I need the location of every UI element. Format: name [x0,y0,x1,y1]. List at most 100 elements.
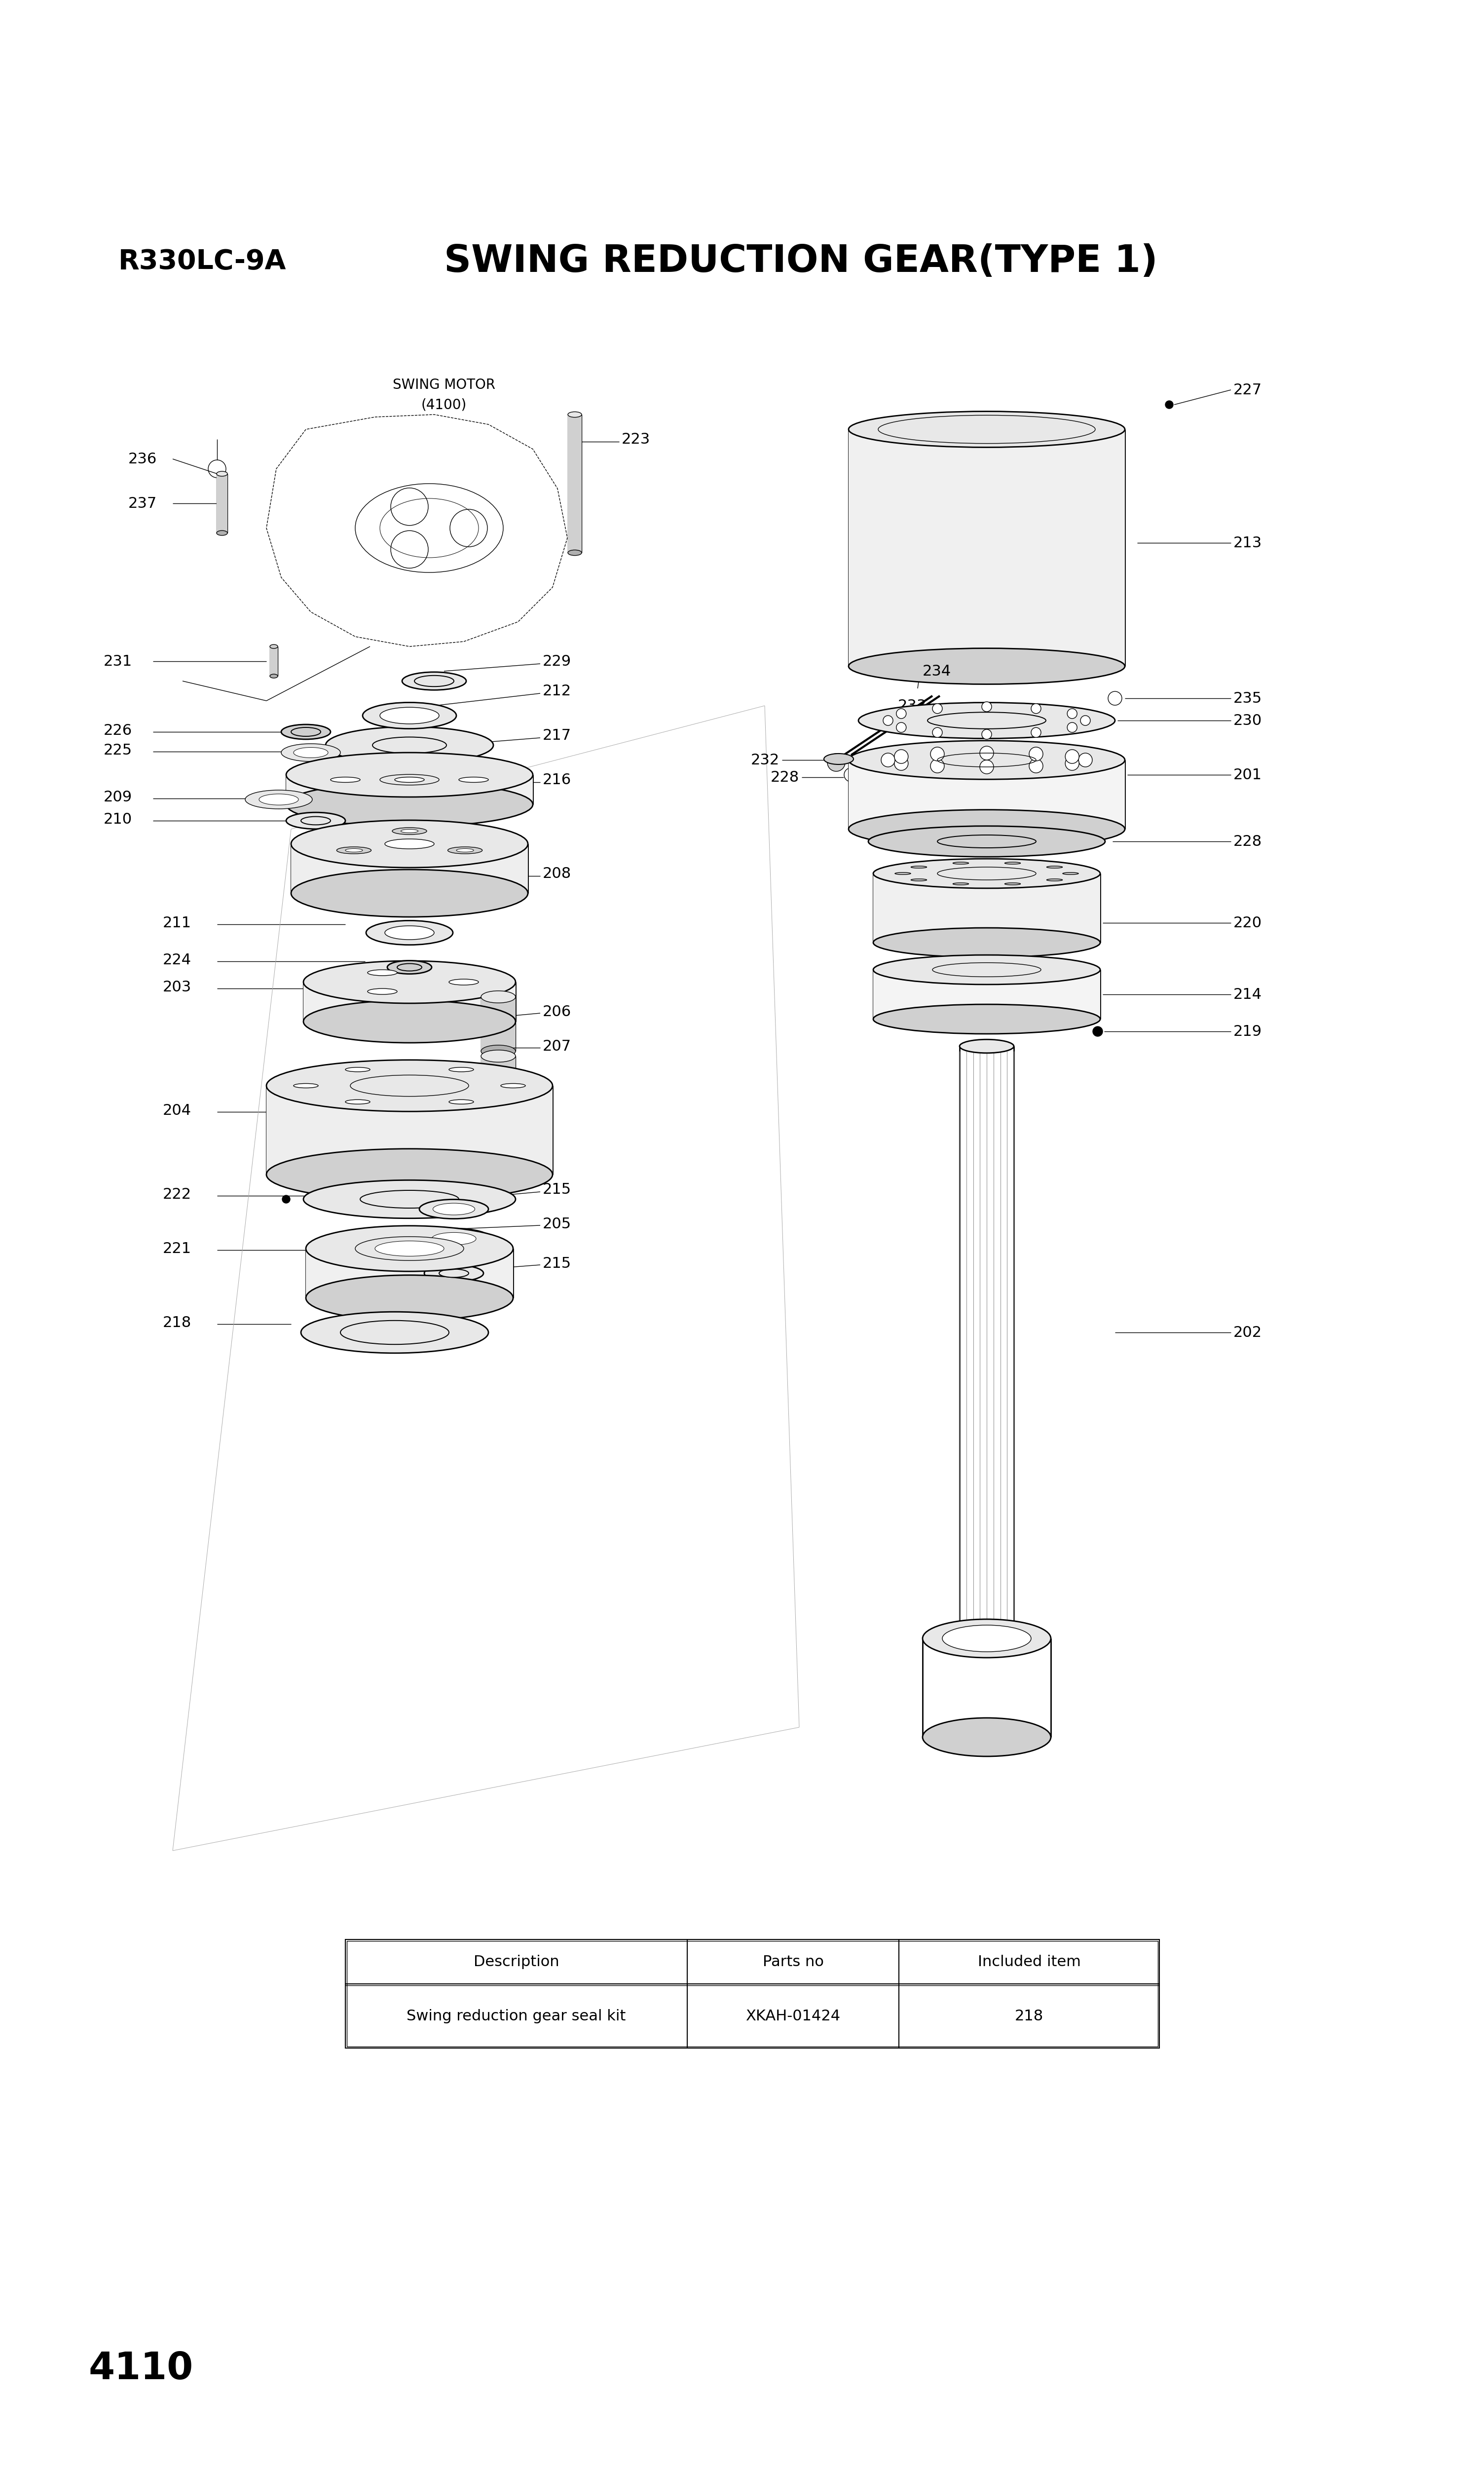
Ellipse shape [398,963,421,970]
Ellipse shape [450,1099,473,1104]
Ellipse shape [402,672,466,689]
Ellipse shape [217,531,227,536]
Ellipse shape [294,748,328,758]
Text: 225: 225 [104,743,132,758]
Circle shape [282,1195,289,1202]
Ellipse shape [873,1005,1100,1035]
Polygon shape [267,1086,552,1175]
Ellipse shape [291,820,528,867]
Polygon shape [270,647,278,677]
Ellipse shape [417,1230,491,1249]
Circle shape [896,709,907,718]
Text: 234: 234 [923,664,951,679]
Ellipse shape [849,741,1125,780]
Text: 206: 206 [543,1005,571,1020]
Text: 218: 218 [163,1316,191,1331]
Circle shape [896,723,907,733]
Ellipse shape [260,795,298,805]
Text: 228: 228 [770,770,800,785]
Text: 229: 229 [543,654,571,669]
Ellipse shape [346,1067,370,1072]
Text: 208: 208 [543,867,571,881]
Text: 236: 236 [128,452,157,467]
Text: 231: 231 [104,654,132,669]
Ellipse shape [873,928,1100,958]
Ellipse shape [873,859,1100,889]
Circle shape [1067,723,1077,733]
Ellipse shape [960,1039,1014,1052]
Text: 201: 201 [1233,768,1261,783]
Ellipse shape [868,827,1106,857]
Ellipse shape [873,956,1100,985]
Text: 215: 215 [543,1183,571,1197]
Text: 221: 221 [163,1242,191,1257]
Ellipse shape [568,551,582,556]
Ellipse shape [928,711,1046,728]
Ellipse shape [500,1084,525,1089]
Bar [346,1941,1159,2049]
Circle shape [932,704,942,714]
Ellipse shape [481,1049,515,1062]
Ellipse shape [346,849,362,852]
Polygon shape [291,844,528,894]
Ellipse shape [267,1059,552,1111]
Ellipse shape [392,827,427,835]
Polygon shape [306,1249,513,1299]
Polygon shape [286,775,533,805]
Text: 232: 232 [751,753,779,768]
Circle shape [844,768,858,783]
Circle shape [982,728,991,738]
Ellipse shape [346,1099,370,1104]
Ellipse shape [481,990,515,1002]
Ellipse shape [923,1718,1051,1755]
Ellipse shape [270,674,278,679]
Text: 237: 237 [128,496,157,511]
Circle shape [979,760,994,773]
Ellipse shape [481,1044,515,1057]
Ellipse shape [849,412,1125,447]
Circle shape [1080,716,1091,726]
Text: 222: 222 [163,1188,191,1202]
Ellipse shape [267,1148,552,1200]
Circle shape [1066,751,1079,763]
Circle shape [883,716,893,726]
Ellipse shape [337,847,371,854]
Circle shape [930,748,944,760]
Ellipse shape [368,988,398,995]
Ellipse shape [303,960,515,1002]
Polygon shape [481,997,515,1052]
Text: 235: 235 [1233,691,1261,706]
Text: 226: 226 [104,723,132,738]
Ellipse shape [448,847,482,854]
Circle shape [1031,728,1040,738]
Circle shape [881,753,895,768]
Ellipse shape [291,869,528,916]
Polygon shape [481,1057,515,1081]
Text: R330LC-9A: R330LC-9A [119,249,286,274]
Text: 212: 212 [543,684,571,699]
Text: 204: 204 [163,1104,191,1118]
Ellipse shape [568,412,582,417]
Text: 214: 214 [1233,988,1261,1002]
Ellipse shape [340,1321,450,1346]
Ellipse shape [849,810,1125,849]
Text: 218: 218 [1015,2010,1043,2022]
Ellipse shape [245,790,312,810]
Circle shape [1066,756,1079,770]
Ellipse shape [331,778,361,783]
Bar [347,1941,1158,2047]
Circle shape [1031,704,1040,714]
Circle shape [930,758,944,773]
Ellipse shape [420,1200,488,1220]
Text: 230: 230 [1233,714,1261,728]
Ellipse shape [303,1180,515,1217]
Ellipse shape [380,706,439,723]
Ellipse shape [294,1084,318,1089]
Text: (4100): (4100) [421,398,467,412]
Ellipse shape [270,644,278,649]
Ellipse shape [923,1620,1051,1657]
Ellipse shape [291,728,321,736]
Ellipse shape [306,1225,513,1272]
Ellipse shape [414,677,454,686]
Ellipse shape [286,753,533,797]
